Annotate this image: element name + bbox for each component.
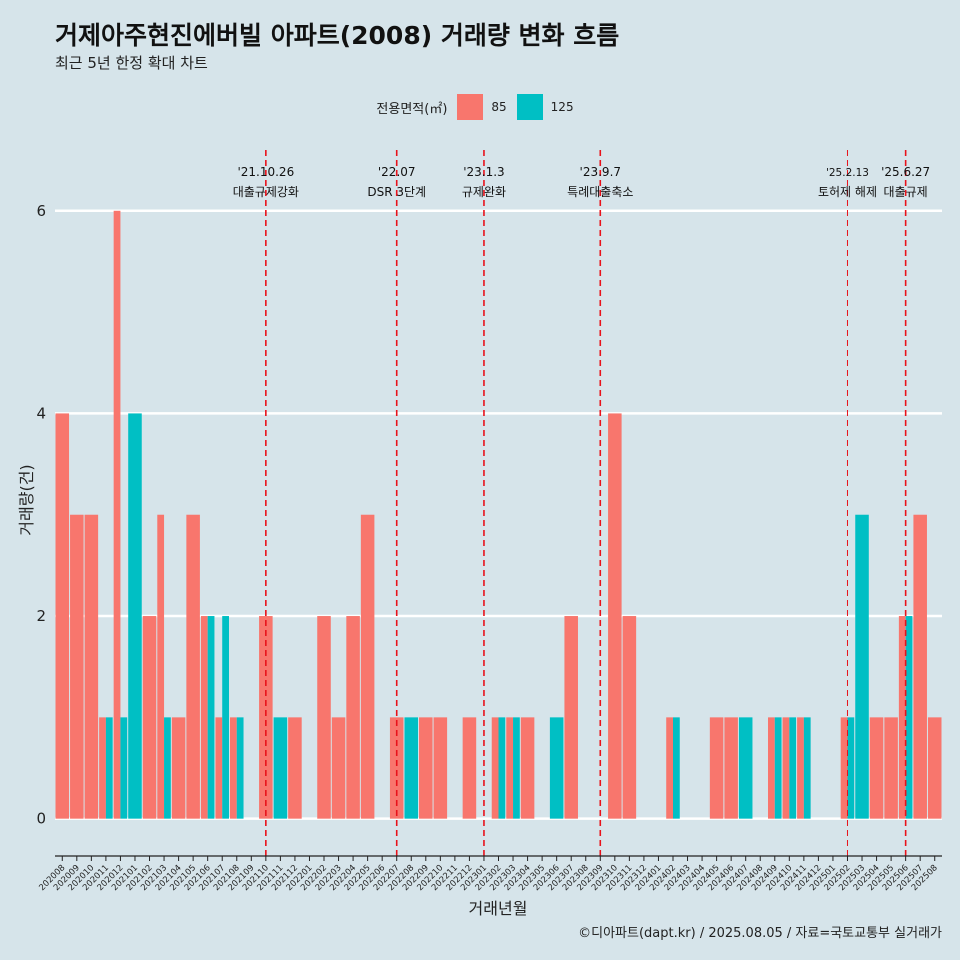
bar-85-202010	[84, 514, 99, 819]
event-date: '23.1.3	[463, 165, 504, 179]
bar-85-202110	[259, 616, 273, 819]
bar-125-202410	[789, 717, 797, 819]
y-tick-label: 6	[36, 202, 46, 220]
y-tick-label: 0	[36, 810, 46, 828]
bar-125-202106	[207, 616, 215, 819]
legend-label-125: 125	[550, 100, 574, 114]
bar-125-202303	[513, 717, 520, 819]
bar-85-202204	[346, 616, 360, 819]
bar-125-202402	[672, 717, 680, 819]
y-axis: 0 2 4 6	[36, 202, 46, 828]
bar-85-202009	[70, 514, 84, 819]
bar-85-202105	[186, 514, 200, 819]
event-lines: '21.10.26 대출규제강화 '22.07 DSR 3단계 '23.1.3 규제완화 '…	[233, 150, 930, 856]
bar-125-202302	[498, 717, 506, 819]
bar-85-202103	[157, 514, 165, 819]
bar-85-202508	[927, 717, 942, 819]
event-date: '25.2.13	[826, 167, 869, 179]
bar-85-202212	[462, 717, 477, 819]
bar-125-202108	[236, 717, 244, 819]
bars	[55, 210, 942, 819]
event-label: 대출규제	[884, 185, 928, 199]
bar-85-202406	[724, 717, 738, 819]
bar-125-202409	[774, 717, 782, 819]
bar-125-202103	[164, 717, 171, 819]
chart-title: 거제아주현진에버빌 아파트(2008) 거래량 변화 흐름	[55, 21, 620, 50]
event-label: 특례대출축소	[567, 185, 633, 199]
bar-85-202505	[884, 717, 898, 819]
bar-85-202008	[55, 413, 70, 819]
bar-125-202407	[738, 717, 753, 819]
bar-125-202111	[273, 717, 288, 819]
bar-125-202208	[404, 717, 419, 819]
bar-125-202502	[847, 717, 855, 819]
bar-125-202411	[803, 717, 811, 819]
bar-85-202402	[666, 717, 673, 819]
bar-85-202106	[200, 616, 208, 819]
bar-85-202506	[898, 616, 906, 819]
legend-label-85: 85	[491, 100, 507, 114]
bar-85-202310	[608, 413, 622, 819]
bar-85-202205	[360, 514, 375, 819]
bar-125-202011	[105, 717, 113, 819]
bar-85-202203	[331, 717, 346, 819]
bar-85-202303	[506, 717, 514, 819]
bar-85-202307	[564, 616, 578, 819]
bar-85-202304	[520, 717, 535, 819]
chart-subtitle: 최근 5년 한정 확대 차트	[55, 54, 208, 72]
bar-125-202101	[128, 413, 142, 819]
y-tick-label: 4	[36, 404, 46, 422]
bar-85-202210	[433, 717, 448, 819]
legend: 전용면적(㎡) 85 125	[0, 94, 960, 120]
bar-85-202409	[768, 717, 775, 819]
event-label: DSR 3단계	[367, 185, 426, 199]
y-tick-label: 2	[36, 607, 46, 625]
event-label: 토허제 해제	[818, 185, 877, 199]
event-date: '23.9.7	[580, 165, 621, 179]
bar-125-202503	[855, 514, 869, 819]
x-axis: 2020082020092020102020112020122021012021…	[37, 855, 942, 893]
bar-85-202012	[113, 210, 121, 819]
bar-85-202311	[622, 616, 637, 819]
bar-85-202108	[229, 717, 237, 819]
legend-swatch-125	[516, 94, 543, 120]
bar-85-202411	[797, 717, 804, 819]
event-date: '21.10.26	[237, 165, 294, 179]
bar-85-202405	[709, 717, 724, 819]
bar-85-202410	[782, 717, 790, 819]
bar-85-202504	[869, 717, 884, 819]
bar-85-202102	[142, 616, 157, 819]
bar-125-202012	[120, 717, 128, 819]
bar-85-202104	[171, 717, 186, 819]
bar-85-202207	[389, 717, 404, 819]
legend-title: 전용면적(㎡)	[376, 101, 448, 117]
x-axis-label: 거래년월	[469, 899, 528, 918]
bar-85-202202	[317, 616, 331, 819]
event-date: '25.6.27	[881, 165, 930, 179]
bar-125-202107	[222, 616, 229, 819]
event-label: 대출규제강화	[233, 185, 299, 199]
bar-125-202306	[549, 717, 564, 819]
y-axis-label: 거래량(건)	[17, 464, 36, 535]
legend-swatch-85	[457, 94, 484, 120]
bar-85-202011	[99, 717, 106, 819]
bar-85-202507	[913, 514, 927, 819]
bar-85-202112	[288, 717, 302, 819]
event-date: '22.07	[378, 165, 416, 179]
bar-125-202506	[905, 616, 913, 819]
bar-85-202302	[491, 717, 499, 819]
bar-85-202209	[419, 717, 433, 819]
bar-85-202502	[840, 717, 848, 819]
bar-85-202107	[215, 717, 223, 819]
event-label: 규제완화	[462, 185, 506, 199]
source-caption: ©디아파트(dapt.kr) / 2025.08.05 / 자료=국토교통부 실…	[578, 926, 942, 941]
